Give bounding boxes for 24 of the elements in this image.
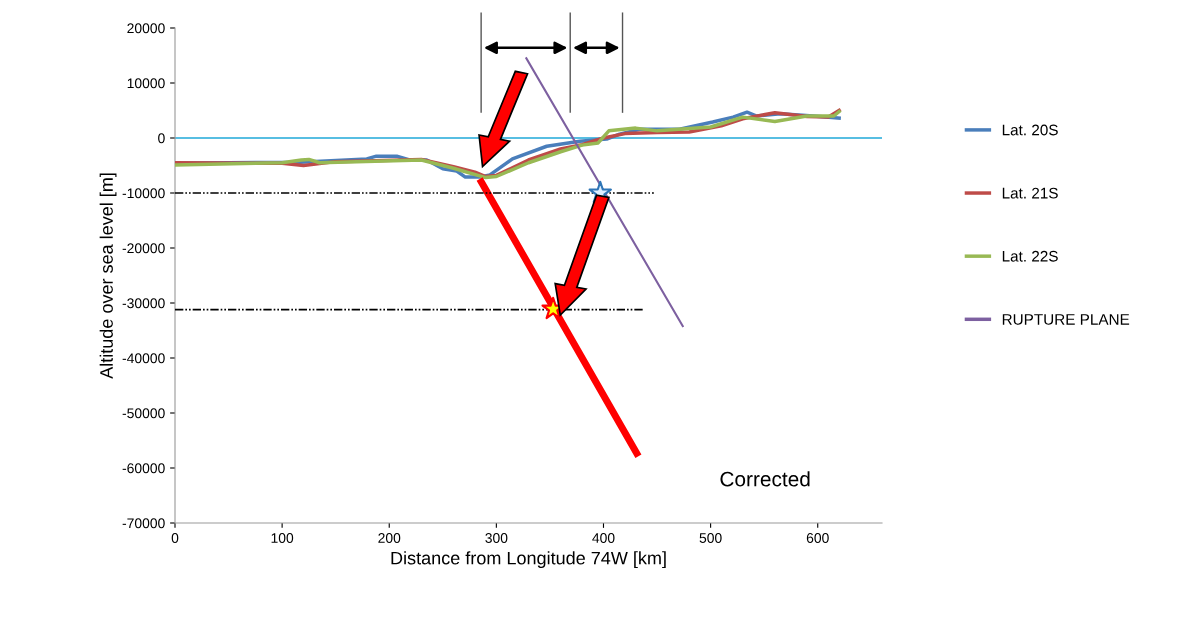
x-tick-label: 400 (592, 533, 615, 543)
x-tick-label: 600 (806, 533, 829, 543)
y-tick-label: -10000 (122, 188, 165, 199)
legend-label: Lat. 21S (1002, 187, 1058, 199)
y-tick-label: 0 (158, 133, 165, 144)
x-tick-label: 100 (271, 533, 294, 543)
y-tick-label: -20000 (122, 243, 165, 254)
x-tick-label: 0 (171, 533, 179, 543)
legend-label: RUPTURE PLANE (1002, 314, 1130, 325)
annotation: Corrected (720, 471, 810, 487)
y-tick-label: 20000 (127, 23, 165, 34)
x-tick-label: 300 (485, 533, 508, 543)
x-tick-label: 500 (699, 533, 722, 543)
legend-label: Lat. 20S (1002, 124, 1058, 136)
x-tick-label: 200 (378, 533, 401, 543)
legend-label: Lat. 22S (1002, 250, 1058, 262)
y-tick-label: 10000 (127, 78, 165, 89)
y-tick-label: -50000 (122, 408, 165, 419)
y-tick-label: -40000 (122, 353, 165, 364)
y-tick-label: -60000 (122, 463, 165, 474)
y-tick-label: -30000 (122, 298, 165, 309)
y-axis-title: Altitude over sea level [m] (99, 173, 117, 379)
x-axis-title: Distance from Longitude 74W [km] (391, 551, 666, 569)
y-tick-label: -70000 (122, 518, 165, 529)
